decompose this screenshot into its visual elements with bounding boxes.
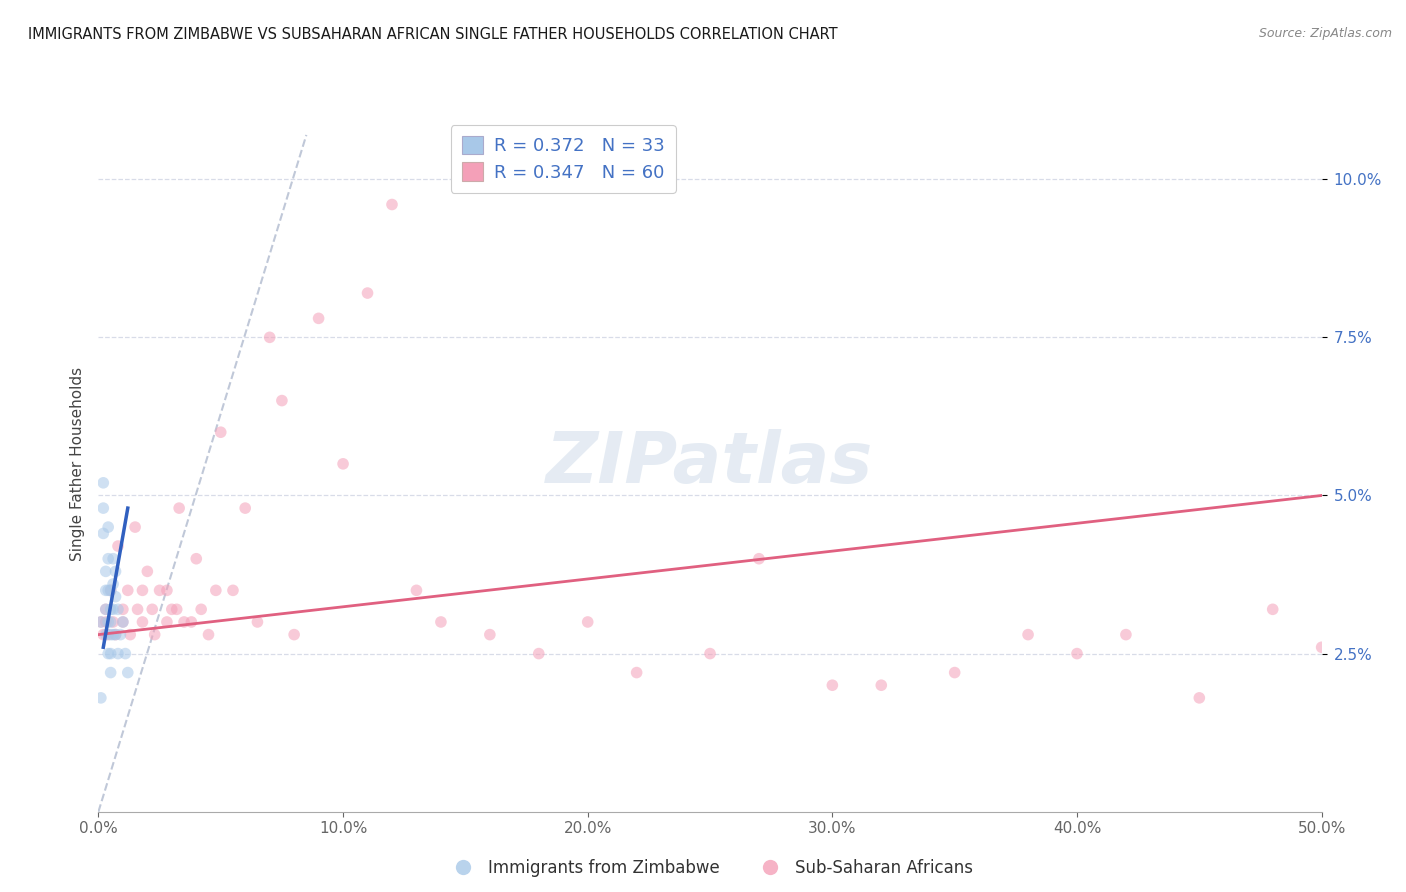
Point [120, 627, 142, 641]
Point [943, 665, 966, 680]
Point [748, 551, 770, 566]
Point [141, 602, 163, 616]
Point [107, 602, 129, 616]
Point [1188, 690, 1211, 705]
Point [205, 583, 228, 598]
Point [209, 425, 232, 440]
Point [870, 678, 893, 692]
Point [104, 590, 127, 604]
Point [107, 539, 129, 553]
Point [97, 627, 120, 641]
Point [186, 551, 208, 566]
Point [180, 615, 202, 629]
Point [190, 602, 212, 616]
Point [131, 615, 153, 629]
Point [233, 501, 256, 516]
Point [100, 647, 122, 661]
Point [94, 602, 117, 616]
Point [156, 583, 179, 598]
Point [166, 602, 188, 616]
Text: Source: ZipAtlas.com: Source: ZipAtlas.com [1258, 27, 1392, 40]
Point [283, 627, 305, 641]
Point [97, 615, 120, 629]
Point [1017, 627, 1039, 641]
Point [270, 393, 294, 408]
Point [160, 602, 183, 616]
Point [114, 647, 136, 661]
Point [699, 647, 721, 661]
Point [136, 565, 159, 579]
Point [91, 475, 114, 490]
Point [110, 627, 132, 641]
Legend: Immigrants from Zimbabwe, Sub-Saharan Africans: Immigrants from Zimbabwe, Sub-Saharan Af… [440, 852, 980, 883]
Point [91, 627, 114, 641]
Point [167, 501, 190, 516]
Point [91, 501, 114, 516]
Point [246, 615, 269, 629]
Point [576, 615, 599, 629]
Point [94, 615, 117, 629]
Point [101, 551, 124, 566]
Point [821, 678, 844, 692]
Point [124, 520, 146, 534]
Point [356, 286, 378, 301]
Point [117, 665, 139, 680]
Point [90, 615, 112, 629]
Point [332, 457, 354, 471]
Y-axis label: Single Father Households: Single Father Households [69, 367, 84, 561]
Point [107, 647, 129, 661]
Point [111, 602, 134, 616]
Point [1261, 602, 1284, 616]
Point [149, 583, 172, 598]
Point [101, 627, 124, 641]
Point [94, 583, 117, 598]
Point [100, 665, 122, 680]
Point [259, 330, 281, 344]
Point [90, 615, 112, 629]
Point [97, 583, 120, 598]
Point [430, 615, 453, 629]
Point [104, 565, 127, 579]
Point [143, 627, 166, 641]
Point [1310, 640, 1333, 655]
Point [104, 627, 127, 641]
Point [117, 583, 139, 598]
Point [94, 602, 117, 616]
Point [173, 615, 195, 629]
Point [97, 520, 120, 534]
Point [94, 627, 117, 641]
Point [222, 583, 245, 598]
Point [97, 647, 120, 661]
Point [90, 690, 112, 705]
Text: ZIPatlas: ZIPatlas [547, 429, 873, 499]
Point [97, 551, 120, 566]
Point [1115, 627, 1137, 641]
Point [527, 647, 550, 661]
Point [101, 577, 124, 591]
Point [381, 197, 404, 211]
Point [1066, 647, 1088, 661]
Point [308, 311, 330, 326]
Point [197, 627, 219, 641]
Point [91, 526, 114, 541]
Point [131, 583, 153, 598]
Point [104, 627, 127, 641]
Point [94, 565, 117, 579]
Text: IMMIGRANTS FROM ZIMBABWE VS SUBSAHARAN AFRICAN SINGLE FATHER HOUSEHOLDS CORRELAT: IMMIGRANTS FROM ZIMBABWE VS SUBSAHARAN A… [28, 27, 838, 42]
Point [100, 615, 122, 629]
Point [100, 583, 122, 598]
Point [111, 615, 134, 629]
Point [100, 627, 122, 641]
Point [478, 627, 501, 641]
Point [111, 615, 134, 629]
Point [626, 665, 648, 680]
Point [100, 583, 122, 598]
Point [405, 583, 427, 598]
Point [101, 602, 124, 616]
Point [127, 602, 149, 616]
Point [156, 615, 179, 629]
Point [100, 602, 122, 616]
Point [101, 615, 124, 629]
